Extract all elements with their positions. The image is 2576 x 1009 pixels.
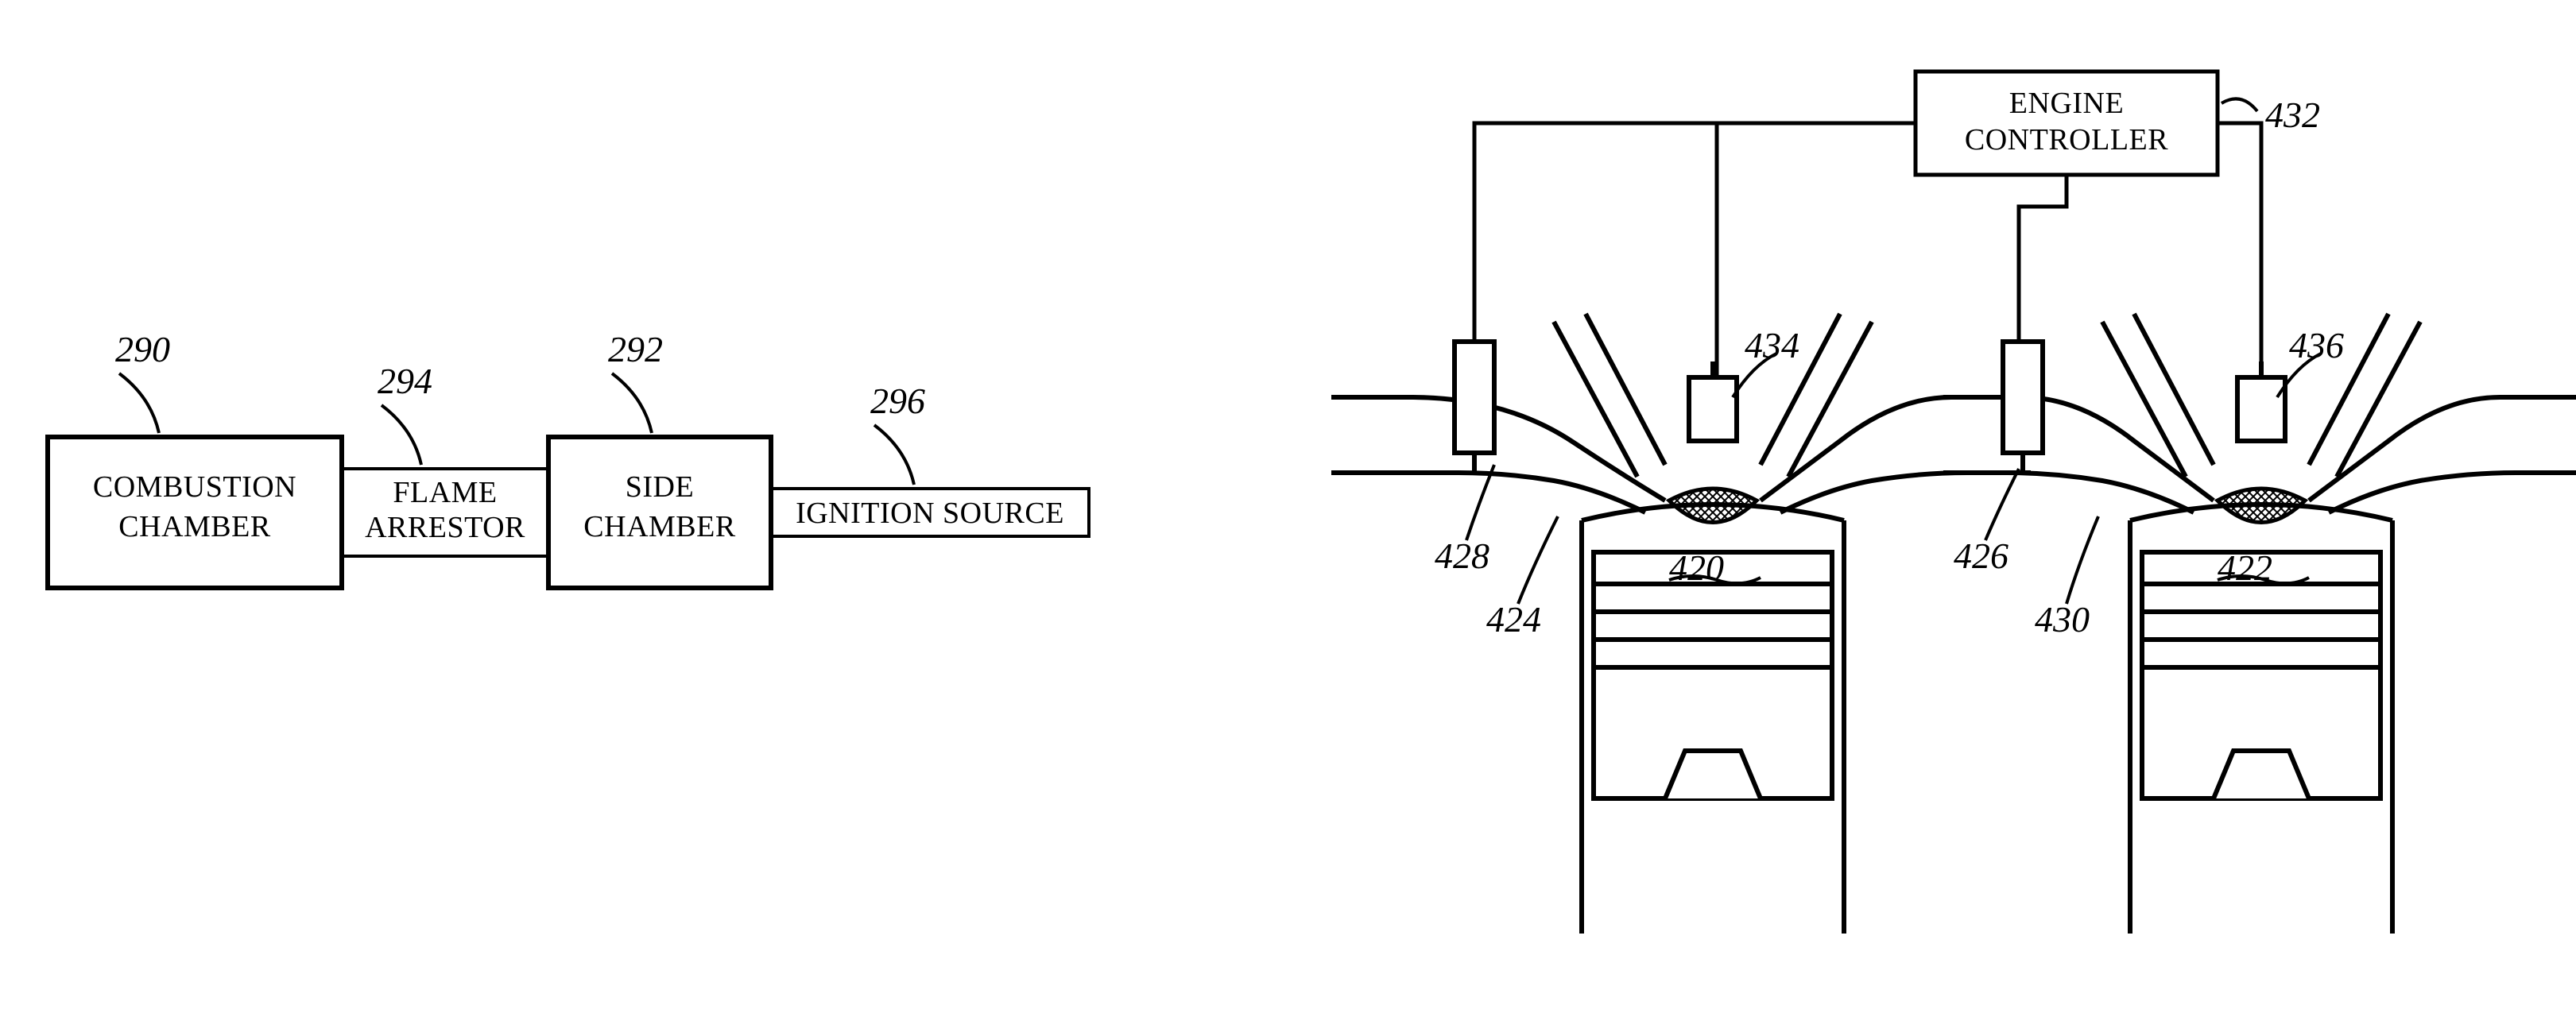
side-line1: SIDE: [626, 470, 694, 504]
label-422: 422: [2218, 547, 2272, 588]
left-cylinder: [1331, 314, 2031, 934]
label-432: 432: [2265, 95, 2320, 135]
flame-line1: FLAME: [393, 476, 497, 509]
left-injector: [1455, 342, 1494, 473]
flame-arrestor-box: FLAME ARRESTOR: [342, 469, 548, 556]
label-296: 296: [870, 381, 925, 421]
ignition-source-box: IGNITION SOURCE: [771, 489, 1089, 536]
label-290: 290: [115, 329, 170, 369]
combustion-chamber-box: COMBUSTION CHAMBER: [48, 437, 342, 588]
label-434: 434: [1745, 325, 1799, 365]
label-294: 294: [378, 361, 432, 401]
label-428: 428: [1435, 535, 1489, 576]
controller-line2: CONTROLLER: [1965, 123, 2168, 157]
label-430: 430: [2035, 599, 2090, 640]
label-292: 292: [608, 329, 663, 369]
right-engine-diagram: ENGINE CONTROLLER 432: [1331, 72, 2576, 934]
label-424: 424: [1486, 599, 1541, 640]
diagram-svg: COMBUSTION CHAMBER FLAME ARRESTOR SIDE C…: [0, 0, 2576, 1009]
left-block-diagram: COMBUSTION CHAMBER FLAME ARRESTOR SIDE C…: [48, 329, 1089, 588]
label-426: 426: [1954, 535, 2009, 576]
controller-line1: ENGINE: [2009, 87, 2124, 120]
leader-432: [2222, 99, 2257, 111]
flame-line2: ARRESTOR: [365, 511, 525, 544]
combustion-line2: CHAMBER: [118, 510, 271, 543]
controller-wires: [1474, 123, 2261, 377]
label-420: 420: [1669, 547, 1724, 588]
canvas: COMBUSTION CHAMBER FLAME ARRESTOR SIDE C…: [0, 0, 2576, 1009]
right-injector: [2003, 342, 2043, 473]
side-chamber-box: SIDE CHAMBER: [548, 437, 771, 588]
engine-controller-box: ENGINE CONTROLLER: [1916, 72, 2218, 175]
label-436: 436: [2289, 325, 2344, 365]
side-line2: CHAMBER: [583, 510, 736, 543]
combustion-line1: COMBUSTION: [93, 470, 296, 504]
ignition-line1: IGNITION SOURCE: [796, 497, 1064, 530]
